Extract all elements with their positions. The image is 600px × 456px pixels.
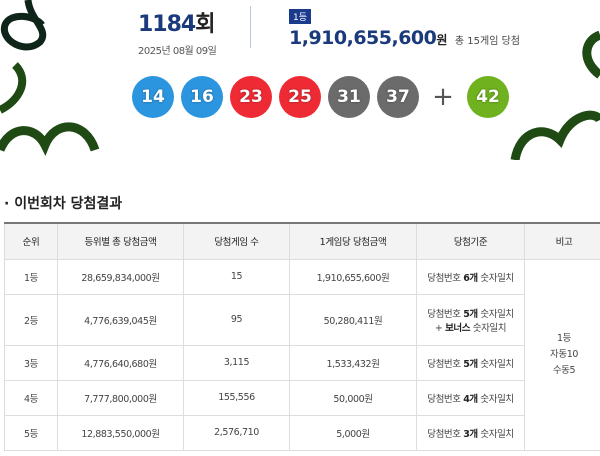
table-row: 3등 4,776,640,680원 3,115 1,533,432원 당첨번호 5개 숫…	[4, 344, 600, 381]
number-ball: 37	[377, 76, 419, 118]
bonus-ball: 42	[467, 76, 509, 118]
criteria: 당첨번호 5개 숫자일치	[416, 344, 525, 381]
winner-count: 155,556	[183, 379, 290, 416]
number-ball: 16	[181, 76, 223, 118]
criteria: 당첨번호 4개 숫자일치	[416, 379, 525, 416]
first-prize-amount: 1,910,655,600원 총 15게임 당첨	[289, 27, 520, 49]
column-header: 등위별 총 당첨금액	[57, 222, 184, 260]
divider	[250, 6, 251, 48]
number-ball: 14	[132, 76, 174, 118]
winner-count: 3,115	[183, 344, 290, 381]
rank: 1등	[4, 258, 58, 295]
note: 1등 자동10 수동5	[524, 258, 600, 451]
table-row: 5등 12,883,550,000원 2,576,710 5,000원 당첨번호 3개 …	[4, 414, 600, 451]
column-header: 당첨게임 수	[183, 222, 290, 260]
criteria: 당첨번호 5개 숫자일치 + 보너스 숫자일치	[416, 293, 525, 346]
total-amount: 28,659,834,000원	[57, 258, 184, 295]
table-row: 2등 4,776,639,045원 95 50,280,411원 당첨번호 5개 숫자일…	[4, 293, 600, 346]
winner-count: 15	[183, 258, 290, 295]
column-header: 1게임당 당첨금액	[289, 222, 417, 260]
draw-info: 1184회 2025년 08월 09일	[138, 6, 217, 57]
winner-count: 총 15게임 당첨	[454, 36, 520, 47]
results-table: 순위 등위별 총 당첨금액 당첨게임 수 1게임당 당첨금액 당첨기준 비고 1등 28,6…	[4, 222, 600, 451]
rank: 5등	[4, 414, 58, 451]
column-header: 당첨기준	[416, 222, 525, 260]
per-game-amount: 1,910,655,600원	[289, 258, 417, 295]
rank: 2등	[4, 293, 58, 346]
winner-count: 2,576,710	[183, 414, 290, 451]
table-row: 4등 7,777,800,000원 155,556 50,000원 당첨번호 4개 숫자…	[4, 379, 600, 416]
rank: 3등	[4, 344, 58, 381]
number-ball: 25	[279, 76, 321, 118]
per-game-amount: 5,000원	[289, 414, 417, 451]
decorative-curves	[0, 0, 600, 160]
draw-date: 2025년 08월 09일	[138, 46, 217, 57]
first-prize-info: 1등 1,910,655,600원 총 15게임 당첨	[289, 5, 520, 49]
section-title: · 이번회차 당첨결과	[4, 196, 123, 212]
round-number: 1184회	[138, 12, 215, 37]
number-ball: 31	[328, 76, 370, 118]
total-amount: 7,777,800,000원	[57, 379, 184, 416]
total-amount: 4,776,639,045원	[57, 293, 184, 346]
column-header: 비고	[524, 222, 600, 260]
winner-count: 95	[183, 293, 290, 346]
per-game-amount: 50,000원	[289, 379, 417, 416]
column-header: 순위	[4, 222, 58, 260]
number-ball: 23	[230, 76, 272, 118]
plus-icon: +	[432, 82, 454, 112]
winning-numbers: 14 16 23 25 31 37 + 42	[132, 76, 516, 118]
per-game-amount: 50,280,411원	[289, 293, 417, 346]
rank-badge: 1등	[289, 9, 312, 24]
total-amount: 4,776,640,680원	[57, 344, 184, 381]
criteria: 당첨번호 6개 숫자일치	[416, 258, 525, 295]
per-game-amount: 1,533,432원	[289, 344, 417, 381]
table-row: 1등 28,659,834,000원 15 1,910,655,600원 당첨번호 6개…	[4, 258, 600, 451]
total-amount: 12,883,550,000원	[57, 414, 184, 451]
criteria: 당첨번호 3개 숫자일치	[416, 414, 525, 451]
rank: 4등	[4, 379, 58, 416]
